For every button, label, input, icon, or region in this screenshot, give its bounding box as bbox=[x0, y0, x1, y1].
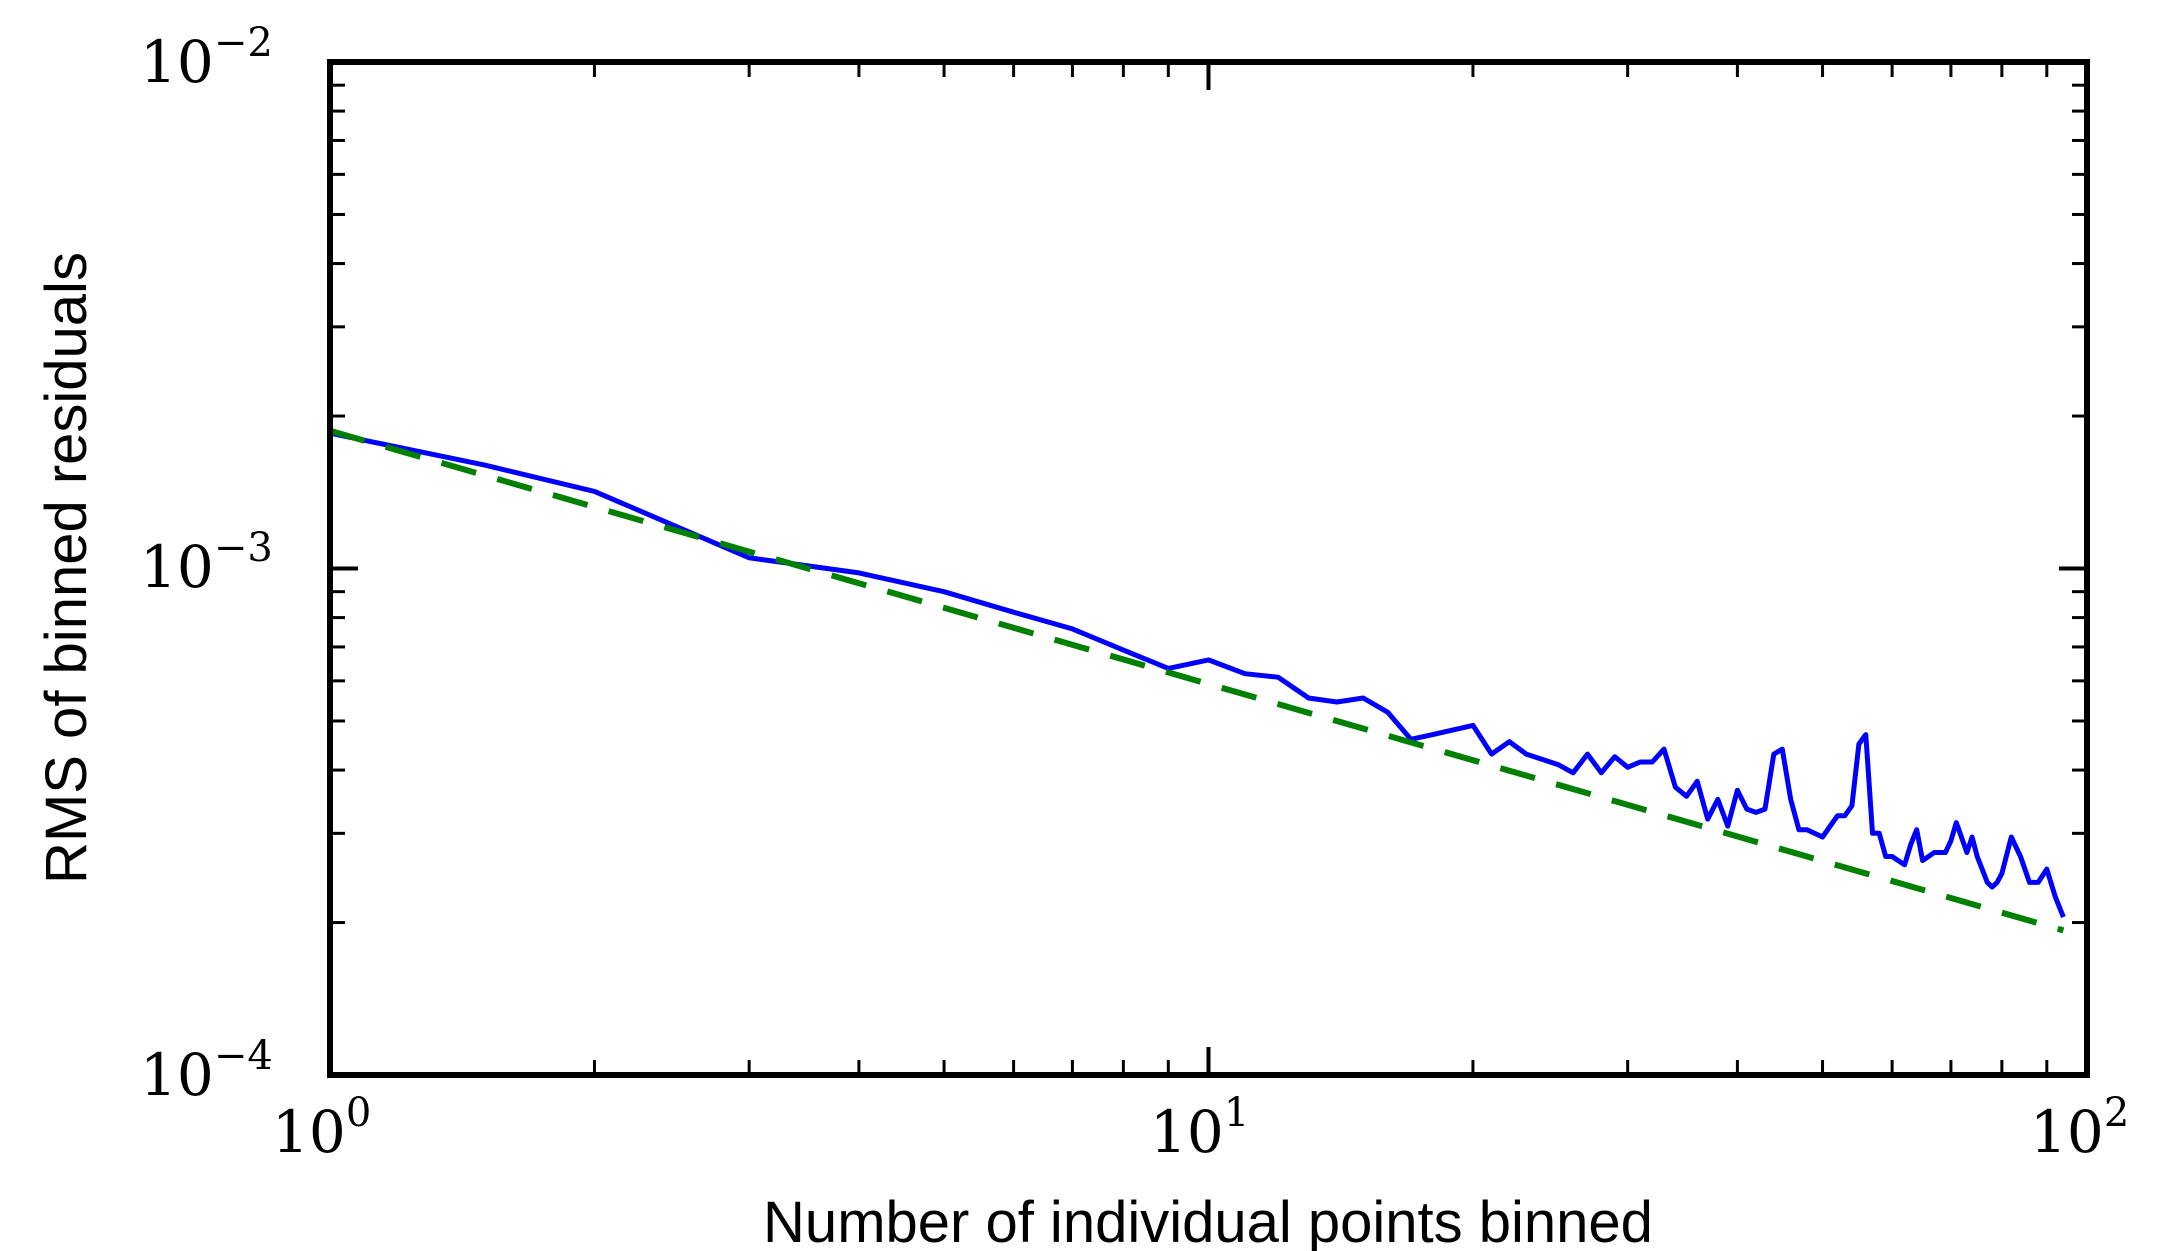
y-axis-label: RMS of binned residuals bbox=[34, 252, 99, 884]
x-tick-label-1: 101 bbox=[1150, 1090, 1249, 1166]
y-tick-label-2: 10−2 bbox=[140, 20, 273, 96]
y-tick-label-1: 10−3 bbox=[140, 525, 273, 601]
x-axis-label: Number of individual points binned bbox=[763, 1190, 1653, 1251]
series-line-fit bbox=[329, 427, 2065, 934]
plot-frame bbox=[327, 59, 2090, 1078]
minor-ticks bbox=[330, 62, 2087, 1075]
y-tick-label-0: 10−4 bbox=[140, 1033, 273, 1109]
series-line-rms bbox=[329, 430, 2066, 919]
major-ticks bbox=[328, 60, 2089, 1077]
series-layer bbox=[329, 427, 2066, 934]
x-tick-label-2: 102 bbox=[2030, 1090, 2129, 1166]
x-tick-label-0: 100 bbox=[272, 1090, 371, 1166]
